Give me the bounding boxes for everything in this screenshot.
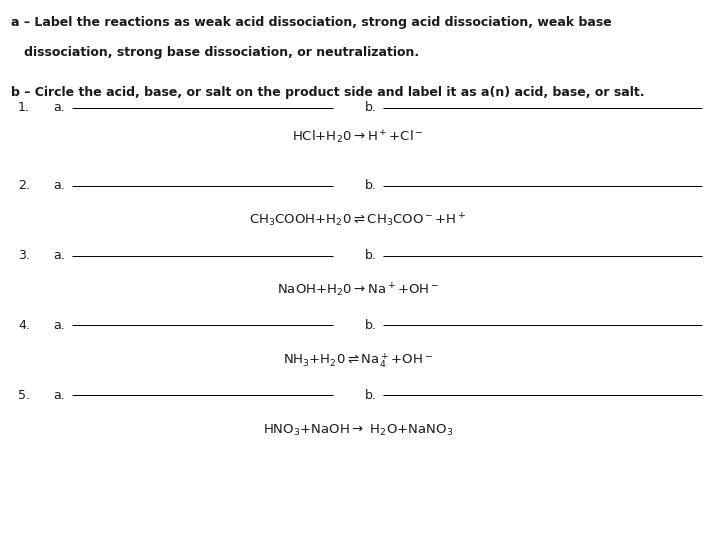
Text: 1.: 1. — [18, 101, 30, 114]
Text: 4.: 4. — [18, 319, 30, 332]
Text: a.: a. — [54, 101, 65, 114]
Text: b.: b. — [365, 179, 377, 192]
Text: HCl$+$H$_2$0$\rightarrow$H$^+$$+$Cl$^-$: HCl$+$H$_2$0$\rightarrow$H$^+$$+$Cl$^-$ — [292, 129, 424, 146]
Text: NH$_3$$+$H$_2$0$\rightleftharpoons$Na$_4^+$$+$OH$^-$: NH$_3$$+$H$_2$0$\rightleftharpoons$Na$_4… — [283, 351, 433, 370]
Text: a.: a. — [54, 249, 65, 262]
Text: b – Circle the acid, base, or salt on the product side and label it as a(n) acid: b – Circle the acid, base, or salt on th… — [11, 86, 644, 99]
Text: 5.: 5. — [18, 389, 30, 402]
Text: a – Label the reactions as weak acid dissociation, strong acid dissociation, wea: a – Label the reactions as weak acid dis… — [11, 16, 611, 29]
Text: a.: a. — [54, 389, 65, 402]
Text: CH$_3$COOH$+$H$_2$0$\rightleftharpoons$CH$_3$COO$^-$$+$H$^+$: CH$_3$COOH$+$H$_2$0$\rightleftharpoons$C… — [249, 212, 467, 229]
Text: 2.: 2. — [18, 179, 30, 192]
Text: dissociation, strong base dissociation, or neutralization.: dissociation, strong base dissociation, … — [11, 46, 419, 59]
Text: 3.: 3. — [18, 249, 30, 262]
Text: a.: a. — [54, 179, 65, 192]
Text: b.: b. — [365, 389, 377, 402]
Text: b.: b. — [365, 101, 377, 114]
Text: b.: b. — [365, 249, 377, 262]
Text: HNO$_3$$+$NaOH$\rightarrow$ H$_2$O$+$NaNO$_3$: HNO$_3$$+$NaOH$\rightarrow$ H$_2$O$+$NaN… — [263, 423, 453, 438]
Text: b.: b. — [365, 319, 377, 332]
Text: a.: a. — [54, 319, 65, 332]
Text: NaOH$+$H$_2$0$\rightarrow$Na$^+$$+$OH$^-$: NaOH$+$H$_2$0$\rightarrow$Na$^+$$+$OH$^-… — [276, 282, 440, 299]
